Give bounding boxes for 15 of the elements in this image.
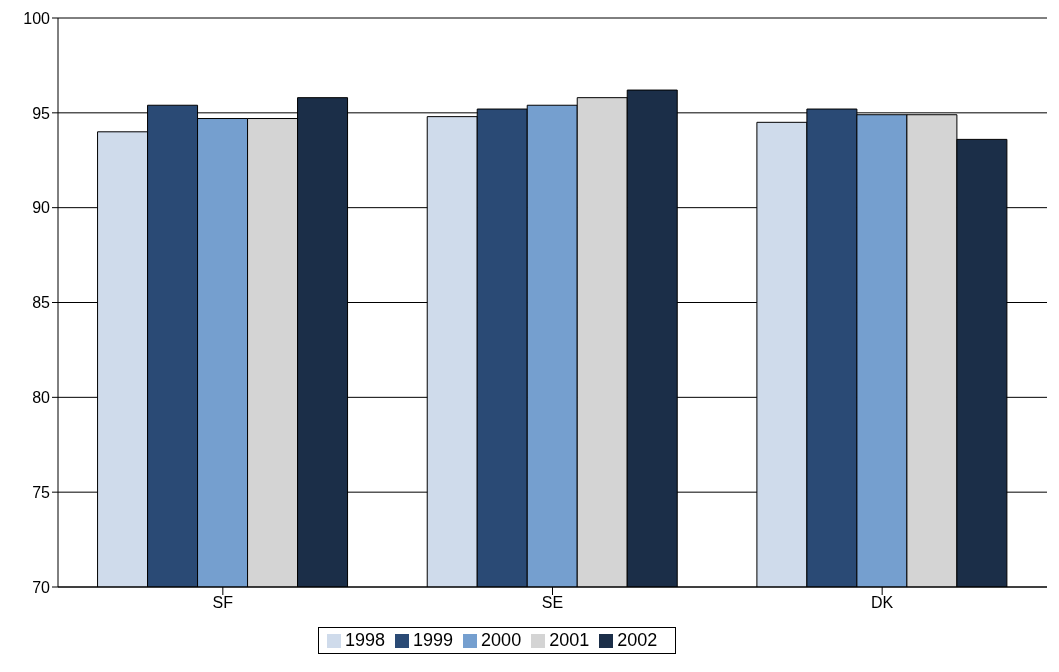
legend-label: 1998 — [345, 630, 386, 650]
y-tick-label: 90 — [32, 199, 51, 217]
x-tick-label: SF — [212, 594, 234, 612]
y-tick-label: 100 — [23, 9, 51, 27]
legend-label: 2002 — [617, 630, 658, 650]
y-tick-label: 85 — [32, 294, 51, 312]
y-tick-label: 95 — [32, 104, 51, 122]
legend-label: 1999 — [413, 630, 454, 650]
x-tick-label: DK — [871, 594, 894, 612]
y-tick-label: 75 — [32, 483, 51, 501]
legend-label: 2000 — [481, 630, 522, 650]
y-tick-label: 70 — [32, 578, 51, 596]
y-tick-label: 80 — [32, 389, 51, 407]
x-tick-label: SE — [541, 594, 564, 612]
legend-label: 2001 — [549, 630, 590, 650]
